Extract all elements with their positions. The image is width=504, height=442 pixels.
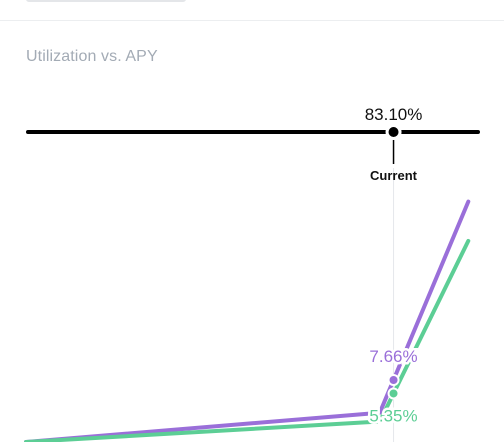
chart-title: Utilization vs. APY <box>26 48 158 65</box>
current-dot-supply <box>387 387 400 400</box>
current-value-label-borrow: 7.66% <box>369 347 417 366</box>
current-value-label-supply: 5.35% <box>369 406 417 425</box>
series-line-supply <box>24 238 471 442</box>
panel-header-divider <box>0 0 504 21</box>
utilization-slider-handle[interactable] <box>388 127 399 137</box>
current-marker-label: Current <box>370 168 418 183</box>
current-dot-borrow <box>387 373 400 386</box>
cropped-header-text <box>26 0 186 2</box>
current-utilization-label: 83.10% <box>365 105 423 124</box>
series-line-borrow <box>24 199 471 442</box>
